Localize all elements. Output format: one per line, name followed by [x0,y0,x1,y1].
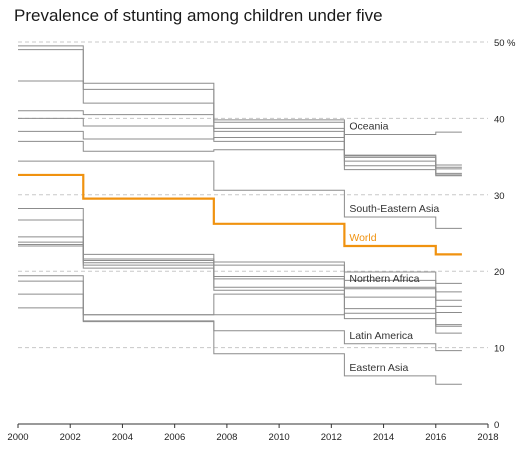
y-tick-label-20: 20 [494,267,505,278]
series-label-eastern-asia: Eastern Asia [349,362,408,374]
x-tick-label-2014: 2014 [373,432,394,443]
series-label-latin-america: Latin America [349,330,413,342]
series-line-world [18,173,462,256]
y-unit-label: % [507,38,516,49]
series-label-northern-africa: Northern Africa [349,273,419,285]
series-line-series-11 [18,140,462,176]
series-label-oceania: Oceania [349,120,388,132]
x-tick-label-2002: 2002 [60,432,81,443]
series-line-south-eastern-asia [18,160,462,229]
regional-series-group [18,45,462,385]
series-labels: World Oceania South-Eastern Asia Northern A… [349,120,439,373]
x-tick-label-2012: 2012 [321,432,342,443]
series-label-world: World [349,232,376,244]
chart-title: Prevalence of stunting among children un… [14,6,383,25]
y-tick-label-30: 30 [494,191,505,202]
series-line-series-13 [18,219,462,301]
x-tick-label-2008: 2008 [216,432,237,443]
y-tick-label-0: 0 [494,420,499,431]
series-line-series-6 [18,45,462,177]
x-tick-label-2000: 2000 [7,432,28,443]
series-label-south-eastern-asia: South-Eastern Asia [349,203,439,215]
gridlines [18,41,488,349]
x-tick-label-2006: 2006 [164,432,185,443]
y-tick-label-50: 50 [494,38,505,49]
x-tick-label-2004: 2004 [112,432,133,443]
series-line-series-10 [18,117,462,166]
series-line-series-18 [18,293,462,326]
world-series-group [18,173,462,256]
axes: 0 10 20 30 40 50 % 2000 2002 2004 2006 2008 2010 2012… [7,38,516,443]
y-tick-label-10: 10 [494,344,505,355]
series-line-series-9 [18,110,462,168]
y-tick-label-40: 40 [494,114,505,125]
x-tick-label-2016: 2016 [425,432,446,443]
series-line-oceania [18,130,462,140]
series-line-series-16 [18,245,462,327]
x-tick-label-2018: 2018 [477,432,498,443]
x-tick-label-2010: 2010 [269,432,290,443]
